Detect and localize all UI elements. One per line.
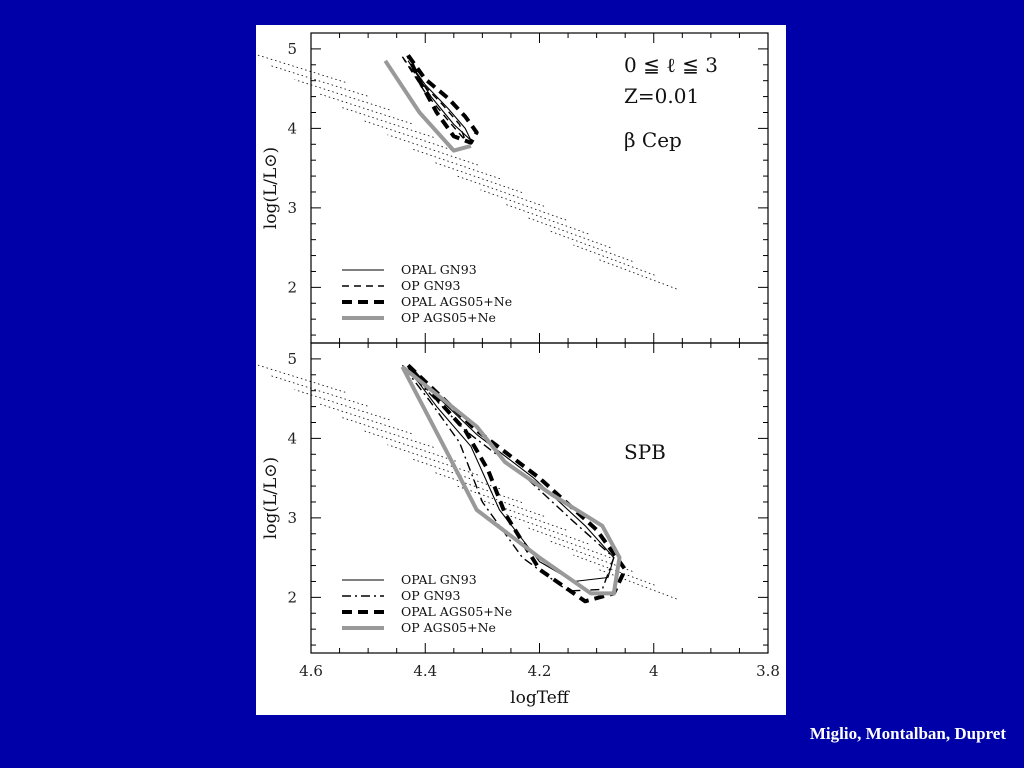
track-line xyxy=(457,485,545,517)
track-line xyxy=(256,364,346,393)
annotation: Z=0.01 xyxy=(624,84,699,108)
track-line xyxy=(433,471,523,503)
legend-label: OPAL GN93 xyxy=(401,572,477,587)
track-line xyxy=(573,554,655,586)
track-line xyxy=(480,499,567,531)
track-lines xyxy=(256,364,677,600)
track-line xyxy=(526,217,611,248)
track-line xyxy=(317,93,412,124)
y-tick-label: 2 xyxy=(287,588,297,606)
track-line xyxy=(550,230,633,262)
y-tick-label: 3 xyxy=(287,199,297,217)
legend-label: OP GN93 xyxy=(401,588,461,603)
x-tick-label: 3.8 xyxy=(756,662,780,680)
x-tick-label: 4.6 xyxy=(299,662,323,680)
series-line-1 xyxy=(401,364,615,592)
track-line xyxy=(503,513,589,545)
y-tick-label: 4 xyxy=(287,429,297,447)
y-tick-label: 5 xyxy=(287,40,297,58)
plot-frame xyxy=(310,32,769,344)
track-line xyxy=(256,54,346,83)
track-line xyxy=(526,527,611,558)
y-axis-title: log(L/L⊙) xyxy=(261,457,281,539)
annotation: SPB xyxy=(624,440,666,464)
track-line xyxy=(340,416,434,448)
track-line xyxy=(271,65,368,97)
track-line xyxy=(387,134,478,166)
track-line xyxy=(294,389,390,421)
annotation: β Cep xyxy=(624,128,682,152)
track-line xyxy=(294,79,390,111)
x-tick-label: 4.4 xyxy=(413,662,437,680)
track-lines xyxy=(256,54,677,290)
x-tick-label: 4.2 xyxy=(528,662,552,680)
track-line xyxy=(573,244,655,276)
legend-label: OPAL AGS05+Ne xyxy=(401,604,512,619)
legend-label: OP AGS05+Ne xyxy=(401,620,496,635)
legend-label: OP AGS05+Ne xyxy=(401,310,496,325)
panel-bottom: 2 3 4 5 4.6 4.4 4.2 4 3.8 log(L/L⊙) logTeff OPAL GN… xyxy=(256,342,780,708)
plot-frame xyxy=(310,342,769,654)
series-line-0 xyxy=(407,60,472,141)
legend-label: OPAL AGS05+Ne xyxy=(401,294,512,309)
series-line-3 xyxy=(400,365,622,596)
track-line xyxy=(480,189,567,221)
x-axis-title: logTeff xyxy=(510,688,571,708)
y-tick-label: 5 xyxy=(287,350,297,368)
series-line-2 xyxy=(406,54,479,145)
y-tick-label: 4 xyxy=(287,119,297,137)
track-line xyxy=(503,203,589,235)
track-line xyxy=(596,568,677,600)
x-tick-label: 4 xyxy=(649,662,659,680)
track-line xyxy=(271,375,368,407)
track-line xyxy=(596,258,677,290)
track-line xyxy=(410,148,501,180)
track-line xyxy=(433,161,523,193)
track-line xyxy=(317,403,412,434)
series-line-0 xyxy=(407,368,615,583)
y-tick-label: 2 xyxy=(287,278,297,296)
y-axis-title: log(L/L⊙) xyxy=(261,147,281,229)
figure-panel: 2 3 4 5 log(L/L⊙) OPAL GN93 OP GN93 OPAL AGS05+… xyxy=(256,25,786,715)
track-line xyxy=(457,175,545,207)
annotation: 0 ≦ ℓ ≦ 3 xyxy=(624,53,718,77)
legend-label: OP GN93 xyxy=(401,278,461,293)
author-credit: Miglio, Montalban, Dupret xyxy=(809,724,1006,743)
series-line-3 xyxy=(383,59,472,153)
series-line-2 xyxy=(406,363,628,604)
legend-label: OPAL GN93 xyxy=(401,262,477,277)
track-line xyxy=(340,106,434,138)
track-line xyxy=(410,458,501,490)
track-line xyxy=(387,444,478,476)
y-tick-label: 3 xyxy=(287,509,297,527)
